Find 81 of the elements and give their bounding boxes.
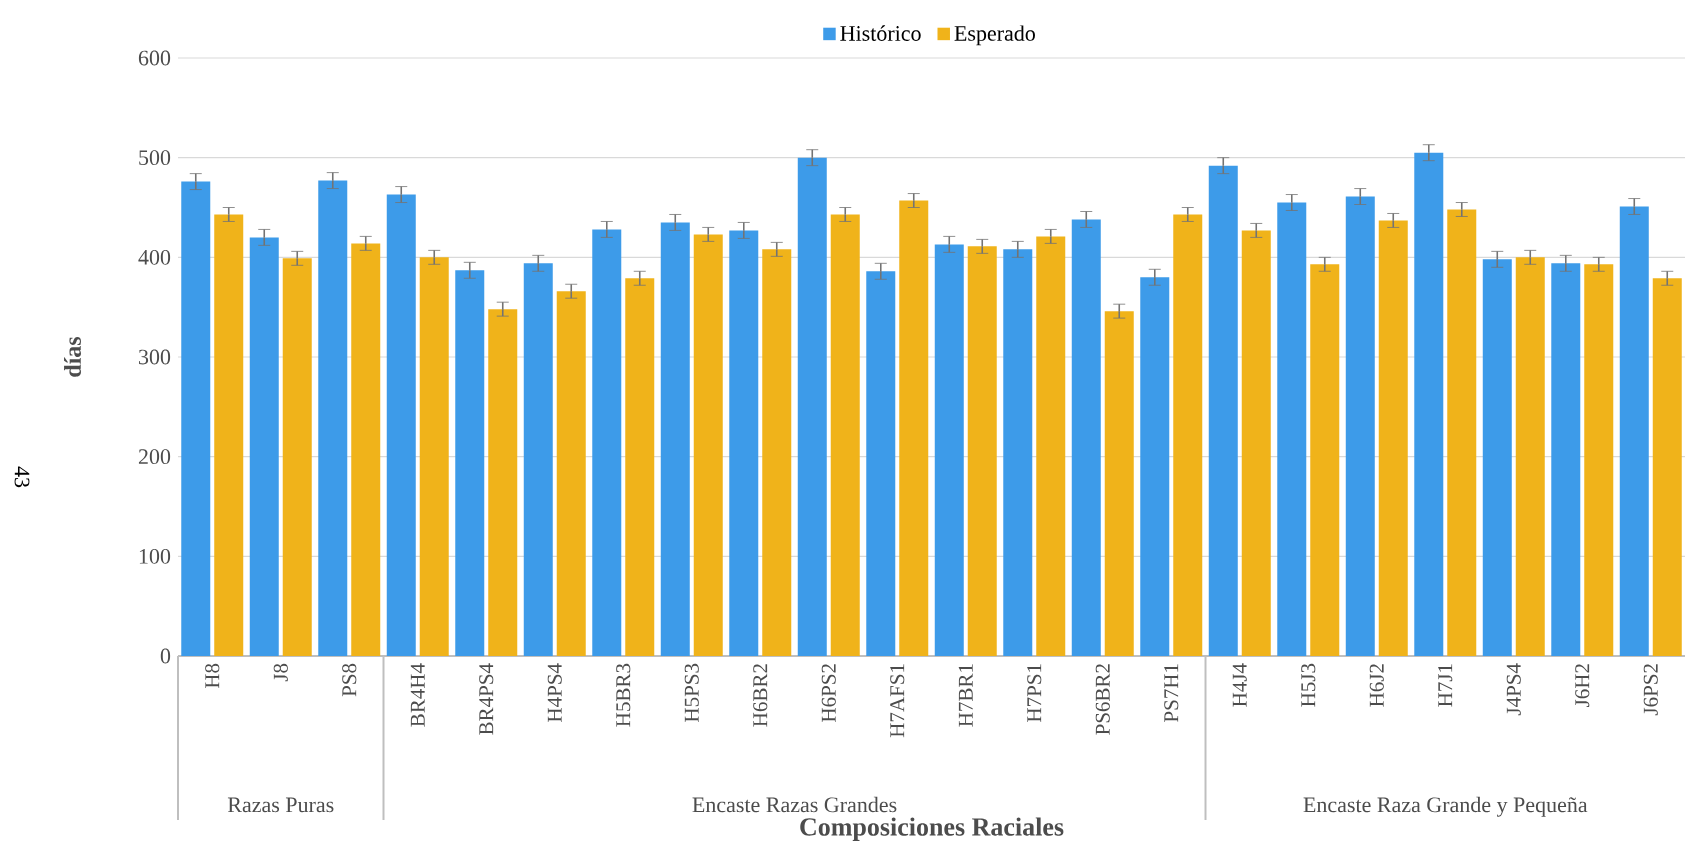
bar [1584, 264, 1614, 656]
x-tick-label: H5BR3 [616, 663, 631, 727]
x-tick-label: BR4H4 [410, 663, 425, 727]
x-tick-label: H6PS2 [821, 664, 836, 722]
x-axis-title: Composiciones Raciales [800, 817, 1064, 841]
bar [693, 234, 723, 656]
y-tick-label: 0 [160, 648, 171, 664]
x-tick-label: PS8 [342, 663, 357, 697]
x-tick-label: H4PS4 [547, 663, 562, 722]
x-tick-label: J6PS2 [1643, 664, 1658, 716]
bar [592, 229, 622, 656]
y-tick-label: 200 [138, 449, 171, 465]
bar [351, 243, 381, 656]
x-tick-label: J4PS4 [1506, 663, 1521, 716]
bar [181, 181, 211, 656]
bar [386, 194, 416, 656]
y-tick-label: 500 [139, 150, 171, 166]
bar [455, 270, 485, 656]
text: Encaste Razas Grandes [692, 796, 897, 813]
text: 43 [14, 466, 30, 488]
x-tick-label: J8 [273, 663, 288, 682]
bar [1036, 236, 1066, 656]
text: Razas Puras [227, 797, 334, 813]
bar [1515, 257, 1545, 656]
x-tick-label: H7J1 [1438, 664, 1453, 707]
bar [556, 291, 586, 656]
bar [1173, 214, 1203, 656]
y-tick-label: 100 [139, 548, 171, 564]
bar [1208, 165, 1238, 656]
bar [1140, 277, 1170, 656]
bar [1277, 202, 1307, 656]
bar [899, 200, 929, 656]
y-tick-label: 600 [138, 50, 171, 66]
bar [625, 278, 655, 656]
bar [1003, 249, 1033, 656]
bar [1345, 196, 1375, 656]
x-tick-label: H4J4 [1232, 663, 1247, 707]
bar [1482, 259, 1512, 656]
bar [1378, 220, 1408, 656]
y-axis-title: días [64, 336, 81, 377]
bar [282, 258, 312, 656]
bar [1619, 206, 1649, 656]
bar [1071, 219, 1101, 656]
bar [1447, 209, 1477, 656]
bar [762, 249, 792, 656]
x-tick-label: J6H2 [1575, 664, 1590, 707]
bar [488, 309, 518, 656]
bar [318, 180, 348, 656]
bar [214, 214, 244, 656]
text: Encaste Raza Grande y Pequeña [1303, 796, 1588, 817]
x-tick-label: H7BR1 [958, 664, 973, 727]
bar [797, 157, 827, 656]
x-tick-label: H5J3 [1301, 663, 1316, 707]
bar [729, 230, 759, 656]
x-tick-label: H7PS1 [1027, 664, 1042, 722]
x-tick-label: BR4PS4 [479, 663, 494, 735]
bar [1414, 152, 1444, 656]
bar [866, 271, 896, 656]
bar [934, 244, 964, 656]
x-tick-label: H6J2 [1369, 664, 1384, 707]
bar [967, 246, 997, 656]
bar [523, 263, 553, 656]
bar [249, 237, 279, 656]
bar [660, 222, 690, 656]
bar [1310, 264, 1340, 656]
y-tick-label: 300 [139, 349, 171, 365]
bar [1551, 263, 1581, 656]
bar [1652, 278, 1682, 656]
bar [1104, 311, 1134, 656]
x-tick-label: H5PS3 [684, 663, 699, 722]
x-tick-label: H7AFS1 [890, 664, 905, 738]
bar [419, 257, 449, 656]
x-tick-label: PS7H1 [1164, 664, 1179, 722]
x-tick-label: H8 [205, 663, 220, 689]
x-tick-label: PS6BR2 [1095, 664, 1110, 735]
bar [830, 214, 860, 656]
legend-label: Histórico [840, 25, 921, 41]
y-tick-label: 400 [138, 249, 171, 265]
x-tick-label: H6BR2 [753, 664, 768, 727]
legend-label: Esperado [954, 25, 1035, 46]
bar [1241, 230, 1271, 656]
